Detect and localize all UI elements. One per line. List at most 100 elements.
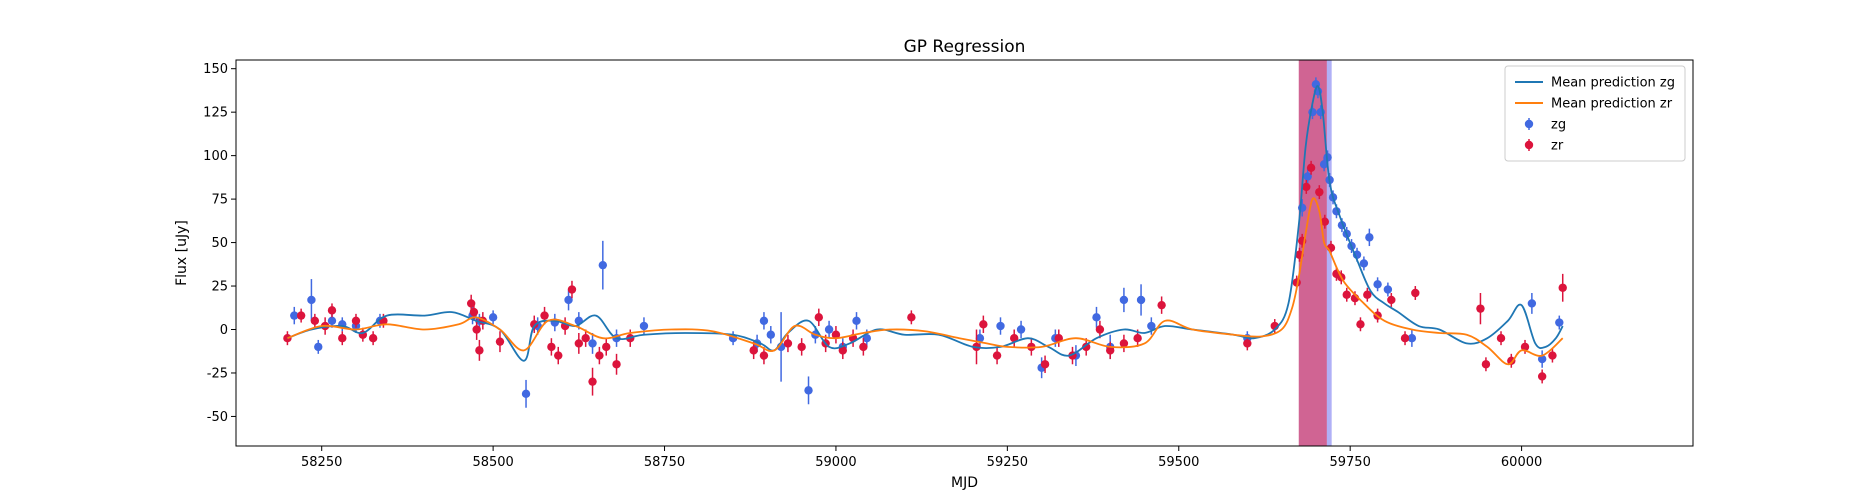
data-point — [488, 313, 498, 322]
data-point — [859, 342, 868, 352]
plot-frame — [235, 59, 1694, 447]
data-point — [1106, 346, 1115, 355]
data-point — [1302, 182, 1311, 192]
data-point — [766, 330, 776, 339]
data-point — [1303, 172, 1312, 181]
data-point — [574, 339, 584, 348]
prediction-lines — [287, 85, 1564, 366]
data-point — [1363, 290, 1372, 299]
data-point — [1356, 320, 1365, 329]
data-point — [1157, 300, 1166, 310]
data-point — [327, 316, 337, 326]
data-point — [530, 320, 539, 329]
data-point — [1527, 299, 1537, 308]
data-point — [612, 360, 621, 369]
data-point — [814, 313, 823, 322]
data-point — [804, 386, 813, 395]
legend-item: Mean prediction zr — [1515, 97, 1673, 112]
data-point — [759, 351, 769, 360]
data-point — [327, 306, 337, 315]
data-point — [547, 342, 556, 352]
data-point — [595, 351, 604, 360]
highlight-regions — [1298, 60, 1332, 446]
data-point — [862, 333, 871, 343]
data-point — [1315, 187, 1324, 197]
data-point — [540, 311, 549, 320]
x-tick-label: 59750 — [1329, 455, 1370, 470]
data-point — [797, 342, 806, 352]
data-point — [368, 333, 378, 343]
x-tick-label: 59250 — [987, 455, 1028, 470]
data-point — [1016, 325, 1026, 334]
legend-label: zr — [1551, 139, 1564, 154]
data-point — [1319, 160, 1329, 169]
data-point — [1548, 351, 1557, 360]
data-point — [1010, 333, 1019, 343]
data-point — [1387, 295, 1396, 305]
data-point — [296, 311, 306, 320]
data-point — [1537, 354, 1547, 364]
data-point — [1119, 295, 1129, 305]
y-axis: -50 -25 0 25 50 75 100 125 150 — [203, 62, 236, 425]
data-point — [475, 346, 484, 355]
data-point — [495, 337, 505, 346]
legend-label: Mean prediction zg — [1551, 76, 1675, 91]
y-tick-label: 0 — [220, 323, 228, 338]
data-point — [472, 325, 481, 334]
data-point — [469, 307, 479, 317]
data-point — [1383, 285, 1393, 294]
data-point — [1297, 203, 1307, 212]
legend-marker — [1524, 119, 1534, 129]
data-point — [521, 389, 531, 399]
y-tick-label: 50 — [211, 236, 228, 251]
data-point — [992, 351, 1002, 360]
data-point — [996, 321, 1005, 331]
y-tick-label: -25 — [207, 366, 228, 381]
legend-box — [1504, 65, 1686, 162]
x-tick-label: 59000 — [815, 455, 856, 470]
data-point — [310, 316, 320, 326]
data-point — [1147, 321, 1156, 331]
data-point — [1520, 342, 1530, 352]
data-point — [783, 339, 793, 348]
chart-title: GP Regression — [904, 37, 1026, 57]
shaded-region — [1326, 60, 1332, 446]
data-point — [1407, 333, 1417, 343]
data-point — [602, 342, 611, 352]
y-tick-label: -50 — [207, 410, 228, 425]
data-point — [838, 346, 847, 355]
data-point — [749, 346, 758, 355]
series-line — [287, 197, 1564, 366]
data-point — [1095, 325, 1105, 334]
legend-item: Mean prediction zg — [1515, 76, 1675, 91]
data-point — [1496, 333, 1506, 343]
data-point — [1054, 333, 1063, 343]
x-axis-label: MJD — [951, 475, 978, 491]
data-point — [1373, 280, 1382, 289]
data-point — [581, 333, 590, 343]
data-point — [907, 313, 916, 322]
data-point — [554, 351, 563, 360]
data-point — [979, 320, 988, 329]
data-point — [1092, 313, 1101, 322]
data-point — [1365, 233, 1374, 242]
data-point — [314, 342, 323, 352]
data-point — [307, 295, 316, 305]
data-point — [1133, 333, 1142, 343]
x-tick-label: 58500 — [472, 455, 513, 470]
data-point — [1555, 318, 1564, 327]
series-line — [287, 85, 1564, 362]
data-point — [588, 377, 597, 386]
y-tick-label: 125 — [203, 106, 228, 121]
data-point — [338, 333, 347, 343]
data-point — [588, 339, 597, 348]
legend: Mean prediction zg Mean prediction zr zg zr — [1504, 65, 1686, 162]
x-axis: 58250 58500 58750 59000 59250 59500 59750 60000 — [301, 446, 1542, 470]
data-point — [1359, 259, 1369, 268]
data-point — [1306, 163, 1316, 173]
legend-label: Mean prediction zr — [1551, 97, 1673, 112]
data-point — [831, 330, 841, 339]
data-point — [1476, 304, 1485, 313]
x-tick-label: 59500 — [1158, 455, 1199, 470]
